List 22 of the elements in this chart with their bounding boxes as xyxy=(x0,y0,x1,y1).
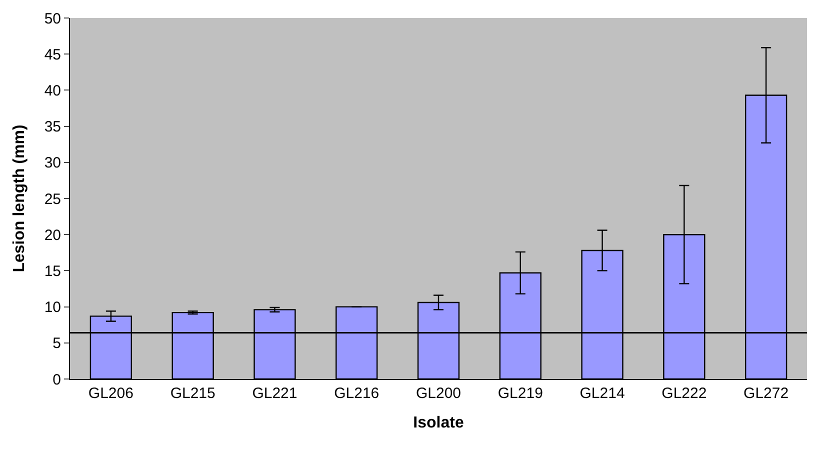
x-tick-label: GL272 xyxy=(744,385,789,402)
x-tick-label: GL215 xyxy=(170,385,216,402)
x-tick-label: GL206 xyxy=(88,385,134,402)
y-tick-label: 0 xyxy=(52,371,61,388)
y-tick-label: 15 xyxy=(44,262,61,280)
y-tick-label: 40 xyxy=(44,82,61,100)
y-tick-label: 45 xyxy=(44,46,61,64)
y-tick-label: 35 xyxy=(44,118,61,136)
x-tick-label: GL216 xyxy=(334,385,380,402)
x-tick-label: GL221 xyxy=(252,385,298,402)
y-tick-label: 10 xyxy=(44,299,61,316)
y-tick-label: 25 xyxy=(44,190,61,208)
x-tick-label: GL222 xyxy=(662,385,707,402)
y-tick-label: 30 xyxy=(44,154,61,172)
x-axis-title: Isolate xyxy=(413,414,464,432)
x-tick-label: GL219 xyxy=(498,385,543,402)
y-tick-label: 20 xyxy=(44,226,61,244)
y-tick-label: 50 xyxy=(44,10,61,28)
y-axis-title: Lesion length (mm) xyxy=(11,124,28,272)
y-tick-label: 5 xyxy=(52,335,61,352)
x-tick-label: GL200 xyxy=(416,385,462,402)
x-tick-label: GL214 xyxy=(580,385,625,402)
